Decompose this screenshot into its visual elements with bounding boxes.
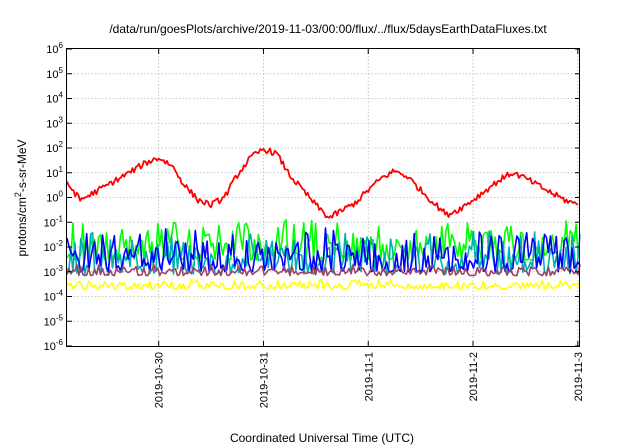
y-tick-label: 105 (46, 66, 63, 81)
y-tick-label: 10-3 (44, 264, 64, 279)
series-line-4 (66, 263, 581, 277)
y-tick-label: 101 (46, 165, 63, 180)
x-tick-labels: 2019-10-30 2019-10-31 2019-11-1 2019-11-2 20… (154, 49, 585, 408)
series-group (66, 147, 581, 290)
y-tick-labels: 10-6 10-5 10-4 10-3 10-2 10-1 100 101 102 103 104 1… (44, 41, 580, 353)
y-tick-label: 104 (46, 91, 63, 106)
y-axis-label: protons/cm2-s-sr-MeV (13, 139, 29, 256)
x-tick-label: 2019-11-3 (573, 352, 585, 401)
series-line-5 (66, 278, 581, 290)
series-line-3 (66, 227, 581, 273)
y-tick-label: 10-1 (44, 214, 64, 229)
x-tick-label: 2019-10-30 (154, 352, 166, 408)
y-tick-label: 103 (46, 115, 63, 130)
series-line-0 (66, 147, 579, 219)
y-tick-label: 10-6 (44, 338, 64, 353)
x-tick-label: 2019-11-1 (363, 352, 375, 401)
y-tick-label: 10-4 (44, 289, 64, 304)
y-tick-label: 10-5 (44, 313, 64, 328)
y-tick-label: 102 (46, 140, 63, 155)
y-tick-label: 100 (46, 190, 63, 205)
x-tick-label: 2019-10-31 (258, 352, 270, 408)
chart-title: /data/run/goesPlots/archive/2019-11-03/0… (109, 22, 547, 36)
y-tick-label: 10-2 (44, 239, 64, 254)
y-tick-label: 106 (46, 41, 63, 56)
grid (67, 49, 580, 346)
x-axis-label: Coordinated Universal Time (UTC) (230, 431, 414, 445)
x-tick-label: 2019-11-2 (468, 352, 480, 401)
